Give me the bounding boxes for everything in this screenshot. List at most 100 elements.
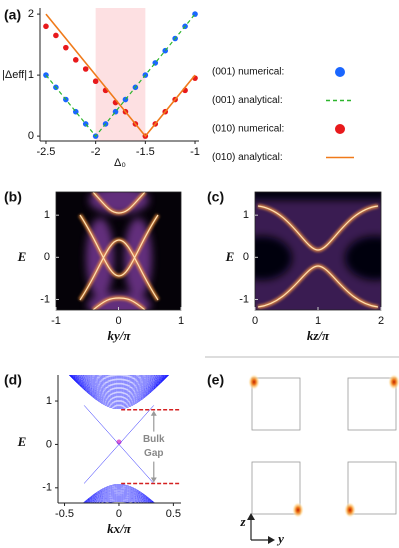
x-tick-label: 0: [252, 315, 258, 327]
axis-arrows: [247, 513, 275, 544]
band-line: [85, 375, 153, 381]
band-line: [80, 375, 158, 384]
x-tick-label: -2: [91, 146, 101, 158]
data-point: [63, 44, 69, 51]
band-line: [77, 375, 161, 386]
band-line: [70, 375, 168, 398]
y-tick-label: -1: [42, 482, 52, 494]
legend-label: (010) analytical:: [212, 152, 283, 163]
legend-marker: [335, 124, 345, 134]
x-tick-label: 0.5: [166, 508, 181, 520]
shaded-region: [95, 8, 146, 141]
band-line: [75, 375, 163, 387]
x-axis-label: kz/π: [307, 328, 330, 343]
band-line: [82, 484, 156, 503]
x-tick-label: 1: [178, 315, 184, 327]
band-line: [74, 375, 164, 389]
panel-label: (c): [207, 189, 224, 205]
x-axis-label: y: [276, 531, 284, 546]
data-point: [82, 66, 89, 72]
x-tick-label: -1: [190, 146, 200, 158]
band-line: [88, 375, 150, 380]
band-line: [87, 492, 151, 503]
legend-marker: [335, 67, 345, 77]
dirac-point: [116, 439, 122, 445]
band-line: [91, 496, 147, 503]
y-tick-label: 0: [243, 251, 249, 263]
x-tick-label: 0: [116, 508, 122, 520]
data-line: [45, 13, 196, 138]
band-line: [97, 499, 141, 503]
panel-label: (d): [4, 372, 22, 388]
y-tick-label: 1: [44, 209, 50, 221]
band-line: [68, 375, 170, 410]
band-line: [95, 498, 143, 503]
band-line: [85, 489, 153, 503]
y-axis-label: E: [17, 249, 27, 264]
y-axis-label: E: [17, 434, 27, 449]
band-line: [83, 485, 155, 503]
band-line: [93, 497, 145, 503]
band-line: [71, 375, 167, 394]
x-tick-label: -0.5: [55, 508, 74, 520]
band-line: [84, 488, 154, 503]
legend-label: (001) analytical:: [212, 95, 283, 106]
band-line: [72, 375, 166, 391]
band-line: [71, 375, 167, 395]
band-line: [68, 375, 170, 408]
data-point: [53, 32, 59, 39]
band-line: [69, 375, 168, 399]
y-tick-label: 1: [243, 209, 249, 221]
spectral-image: [56, 192, 181, 310]
data-point: [72, 57, 79, 63]
data-point: [43, 23, 49, 30]
band-line: [78, 375, 160, 385]
y-tick-label: -1: [40, 293, 50, 305]
x-tick-label: 0: [115, 315, 121, 327]
band-line: [111, 375, 127, 376]
y-tick-label: 0: [44, 251, 50, 263]
arrow-head: [150, 477, 157, 483]
data-point: [92, 78, 99, 85]
y-axis-label: |Δeff|: [2, 69, 27, 81]
x-axis-label: kx/π: [107, 521, 132, 536]
annotation-bg: [140, 431, 167, 462]
band-line: [90, 494, 148, 503]
y-tick-label: 1: [28, 69, 34, 81]
edge-state-spots: [248, 374, 399, 518]
band-line: [69, 375, 169, 402]
y-tick-label: 1: [46, 395, 52, 407]
edge-state-maps: [251, 377, 397, 515]
data-line: [45, 13, 196, 138]
band-line: [70, 375, 168, 397]
band-line: [89, 493, 149, 503]
band-line: [86, 490, 152, 503]
x-tick-label: 1: [315, 315, 321, 327]
band-line: [73, 375, 165, 390]
surface-band: [83, 405, 154, 484]
arrow-head: [150, 410, 157, 416]
panel-label: (b): [4, 189, 22, 205]
band-line: [82, 375, 156, 382]
x-tick-label: -1: [51, 315, 61, 327]
band-line: [72, 375, 166, 393]
band-line: [68, 375, 169, 406]
band-line: [100, 500, 138, 503]
panel-label: (e): [207, 372, 224, 388]
band-lines: [68, 375, 170, 503]
legend-label: (001) numerical:: [212, 67, 284, 78]
x-tick-label: 2: [378, 315, 384, 327]
legend-label: (010) numerical:: [212, 124, 284, 135]
band-line: [99, 375, 139, 377]
annotation: Bulk: [143, 434, 165, 445]
y-tick-label: 0: [28, 130, 34, 142]
band-line: [86, 491, 151, 503]
y-axis-label: E: [225, 249, 235, 264]
panel-label: (a): [4, 7, 21, 23]
x-axis-label: ky/π: [108, 328, 132, 343]
spectral-image: [255, 192, 381, 310]
x-tick-label: -1.5: [136, 146, 155, 158]
band-line: [84, 487, 154, 503]
band-line: [104, 501, 134, 503]
